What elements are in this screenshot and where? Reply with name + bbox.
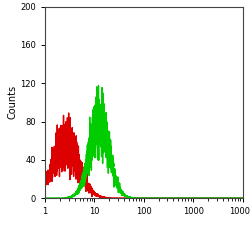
Y-axis label: Counts: Counts <box>7 85 17 119</box>
